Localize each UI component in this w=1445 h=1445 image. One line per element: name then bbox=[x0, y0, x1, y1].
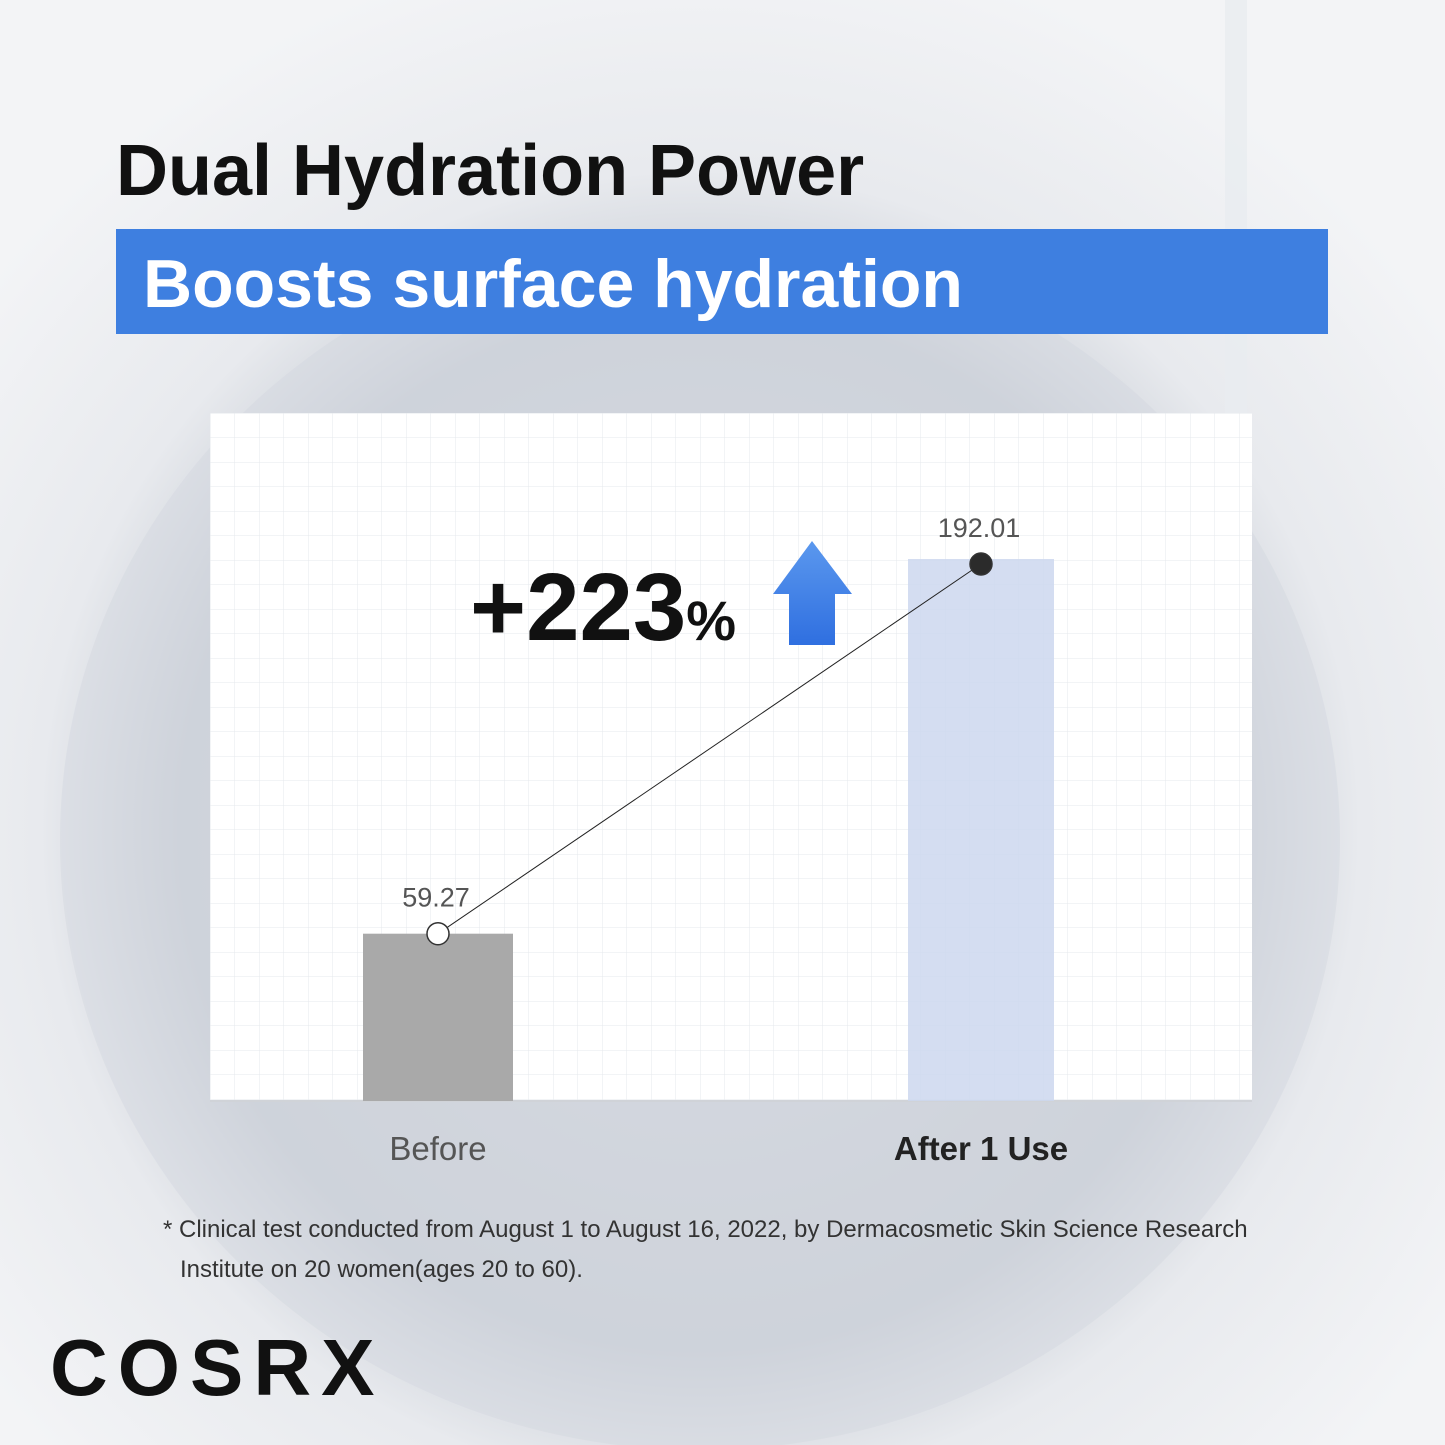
annotation-unit: % bbox=[686, 589, 736, 652]
value-label: 59.27 bbox=[402, 883, 470, 913]
bar bbox=[908, 559, 1054, 1101]
bar bbox=[363, 933, 513, 1101]
subtitle: Boosts surface hydration bbox=[143, 246, 963, 322]
annotation-number: +223% bbox=[470, 554, 736, 661]
x-tick-label: Before bbox=[389, 1130, 486, 1167]
title: Dual Hydration Power bbox=[116, 131, 864, 211]
x-tick-label: After 1 Use bbox=[894, 1130, 1068, 1167]
point-marker bbox=[969, 552, 993, 576]
up-arrow bbox=[773, 541, 852, 645]
point-marker bbox=[426, 921, 450, 946]
water-stream bbox=[1225, 0, 1247, 420]
annotation-number-text: +223 bbox=[470, 554, 686, 661]
trend-line bbox=[437, 563, 982, 935]
value-label: 192.01 bbox=[938, 513, 1021, 543]
brand-logo: COSRX bbox=[50, 1323, 385, 1412]
subtitle-band bbox=[116, 229, 1328, 334]
footnote: * Clinical test conducted from August 1 … bbox=[163, 1216, 1248, 1283]
